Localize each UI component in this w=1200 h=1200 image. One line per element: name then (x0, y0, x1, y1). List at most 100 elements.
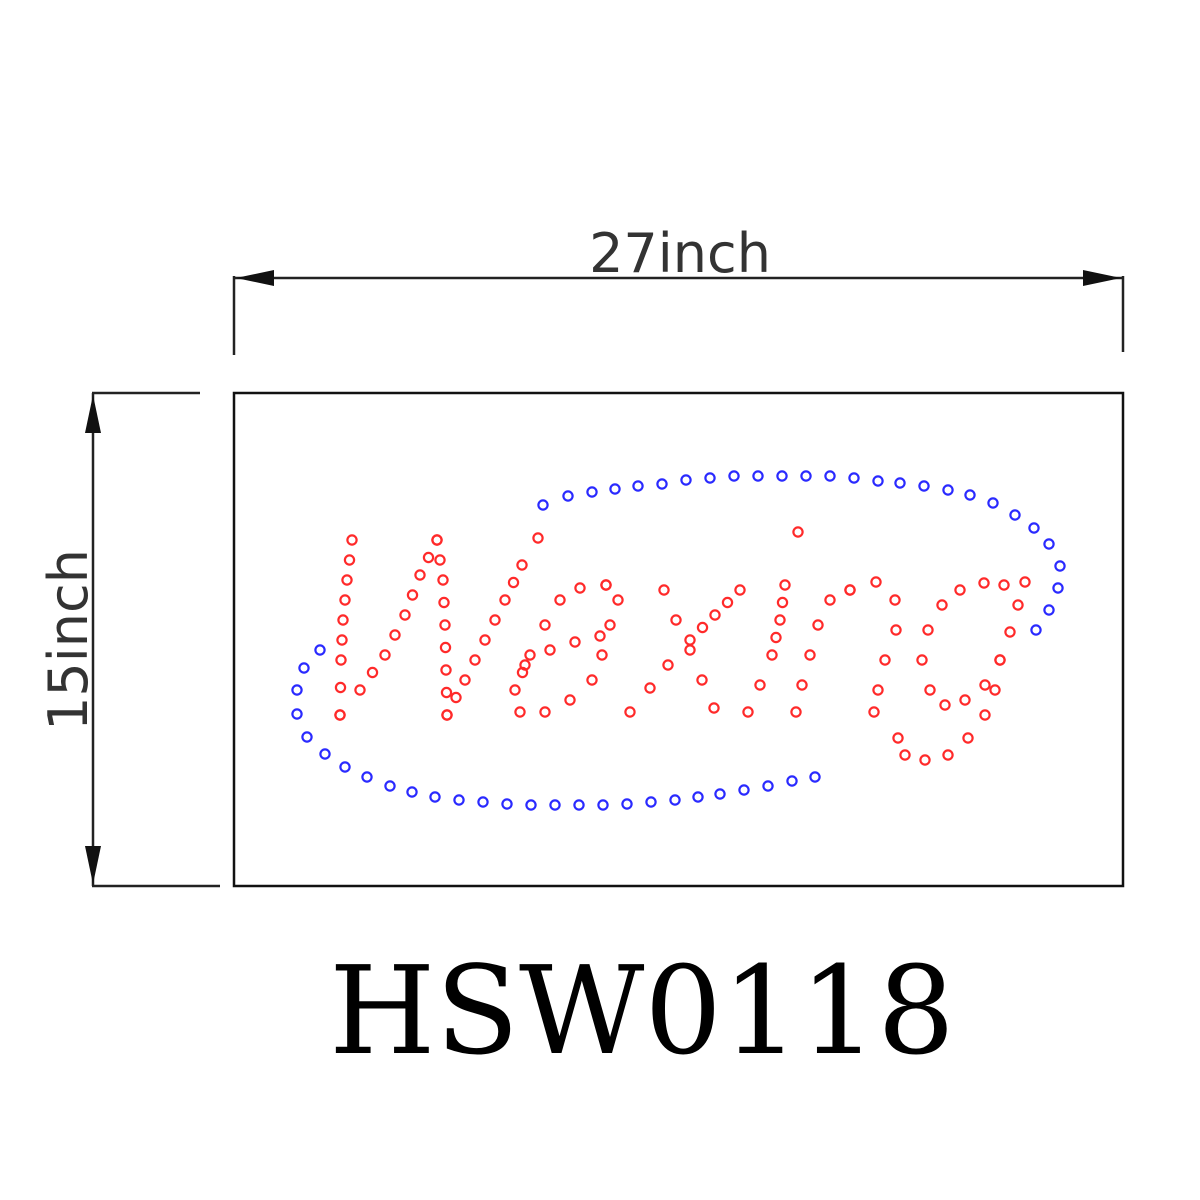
led-dot-red (459, 674, 471, 686)
led-dot-blue (361, 771, 373, 783)
led-dot-blue (301, 731, 313, 743)
led-dot-red (979, 709, 991, 721)
led-dot-red (658, 584, 670, 596)
led-dot-red (870, 576, 882, 588)
led-dot-blue (656, 478, 668, 490)
led-border-swoosh (291, 470, 1066, 811)
led-dot-red (919, 754, 931, 766)
led-dot-red (539, 706, 551, 718)
led-dot-blue (714, 788, 726, 800)
led-dot-red (389, 629, 401, 641)
led-dot-red (890, 624, 902, 636)
led-dot-red (414, 569, 426, 581)
led-dot-blue (339, 761, 351, 773)
led-dot-red (939, 699, 951, 711)
led-dot-red (962, 732, 974, 744)
led-dot-blue (776, 470, 788, 482)
led-dot-red (1012, 599, 1024, 611)
led-dot-red (612, 594, 624, 606)
led-dot-blue (645, 796, 657, 808)
led-dot-red (596, 649, 608, 661)
led-dot-red (334, 709, 346, 721)
led-dot-red (1019, 576, 1031, 588)
led-dot-red (644, 682, 656, 694)
led-dot-red (336, 634, 348, 646)
led-dot-blue (562, 490, 574, 502)
led-dot-red (489, 614, 501, 626)
led-dot-blue (537, 499, 549, 511)
led-dot-blue (597, 799, 609, 811)
led-dot-red (916, 654, 928, 666)
width-label: 27inch (589, 222, 771, 285)
led-dot-red (437, 574, 449, 586)
height-dimension: 15inch (37, 391, 220, 888)
led-dot-blue (1054, 560, 1066, 572)
led-dot-red (440, 664, 452, 676)
led-dot-blue (1030, 624, 1042, 636)
led-dot-red (792, 526, 804, 538)
led-dot-red (804, 649, 816, 661)
led-dot-red (586, 674, 598, 686)
led-dot-red (879, 654, 891, 666)
led-dot-blue (1028, 522, 1040, 534)
led-dot-red (899, 749, 911, 761)
led-dot-blue (824, 470, 836, 482)
led-dot-blue (319, 748, 331, 760)
led-dot-red (872, 684, 884, 696)
led-dot-blue (429, 791, 441, 803)
led-dot-red (734, 584, 746, 596)
led-dot-red (564, 694, 576, 706)
led-dot-blue (609, 483, 621, 495)
led-dot-red (994, 654, 1006, 666)
led-dot-blue (1052, 582, 1064, 594)
led-dot-blue (1043, 604, 1055, 616)
led-dot-red (868, 706, 880, 718)
led-dot-red (998, 579, 1010, 591)
led-dot-red (434, 554, 446, 566)
led-dot-red (569, 636, 581, 648)
led-dot-blue (291, 684, 303, 696)
led-dot-red (479, 634, 491, 646)
led-dot-red (335, 654, 347, 666)
led-dot-blue (669, 794, 681, 806)
width-arrow-left-icon (236, 270, 274, 286)
led-dot-blue (918, 480, 930, 492)
led-dot-blue (573, 799, 585, 811)
led-dot-red (770, 631, 782, 644)
led-dot-red (790, 706, 802, 718)
led-dot-red (696, 621, 709, 634)
led-dot-blue (762, 780, 774, 792)
led-dot-red (516, 559, 528, 571)
led-dot-blue (964, 489, 976, 501)
led-dot-blue (549, 799, 561, 811)
led-dot-red (959, 694, 971, 706)
width-arrow-right-icon (1083, 270, 1121, 286)
led-dot-blue (384, 780, 396, 792)
led-dot-red (670, 614, 682, 626)
led-dot-red (539, 619, 551, 631)
led-dot-blue (680, 474, 692, 486)
led-dot-red (989, 684, 1001, 696)
led-dot-red (892, 732, 904, 744)
led-dot-red (604, 619, 616, 631)
led-dot-red (721, 596, 734, 609)
led-dot-red (600, 579, 612, 591)
led-dot-red (406, 589, 419, 601)
led-dot-blue (942, 484, 954, 496)
led-dot-red (922, 624, 934, 636)
led-dot-red (544, 644, 556, 656)
led-dot-red (524, 649, 536, 661)
led-dot-blue (728, 470, 740, 482)
led-dot-blue (453, 794, 465, 806)
led-dot-red (594, 630, 606, 642)
led-dot-red (954, 584, 966, 596)
led-dot-red (346, 534, 358, 546)
led-dot-red (742, 706, 754, 718)
led-dot-blue (786, 775, 798, 787)
led-dot-red (824, 594, 836, 606)
led-dot-red (507, 576, 520, 589)
height-label: 15inch (37, 549, 100, 731)
led-dot-blue (406, 786, 418, 798)
width-dimension: 27inch (232, 222, 1125, 355)
led-dot-red (439, 619, 451, 631)
